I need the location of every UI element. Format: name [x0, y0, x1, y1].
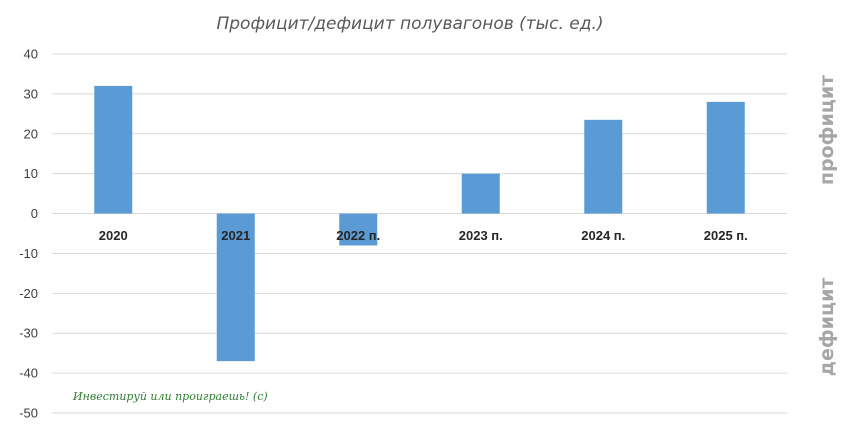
bar [461, 173, 500, 214]
bars [94, 85, 745, 362]
x-tick-label: 2024 п. [581, 228, 625, 243]
gridlines [52, 53, 787, 414]
y-tick-label: 30 [24, 86, 38, 101]
bar [94, 85, 133, 214]
y-axis-ticks: 40 30 20 10 0 -10 -20 -30 -40 -50 [19, 47, 38, 421]
x-axis-ticks: 2020 2021 2022 п. 2023 п. 2024 п. 2025 п. [99, 228, 748, 243]
x-tick-label: 2022 п. [336, 228, 380, 243]
x-tick-label: 2025 п. [704, 228, 748, 243]
y-tick-label: -10 [19, 246, 38, 261]
y-tick-label: 40 [24, 47, 38, 62]
x-tick-label: 2023 п. [459, 228, 503, 243]
side-label-negative: дефицит [816, 278, 838, 377]
bar [584, 119, 623, 214]
x-tick-label: 2020 [99, 228, 128, 243]
bar [706, 101, 745, 214]
chart-title: Профицит/дефицит полувагонов (тыс. ед.) [216, 14, 603, 34]
y-tick-label: -40 [19, 366, 38, 381]
side-label-positive: профицит [816, 75, 838, 185]
bar [216, 213, 255, 362]
bar [339, 213, 378, 246]
y-tick-label: 10 [24, 166, 38, 181]
y-tick-label: -30 [19, 326, 38, 341]
y-tick-label: -20 [19, 286, 38, 301]
watermark-annotation: Инвестируй или проиграешь! (с) [72, 390, 268, 403]
y-tick-label: -50 [19, 406, 38, 421]
y-tick-label: 0 [31, 206, 38, 221]
x-tick-label: 2021 [221, 228, 250, 243]
y-tick-label: 20 [24, 126, 38, 141]
